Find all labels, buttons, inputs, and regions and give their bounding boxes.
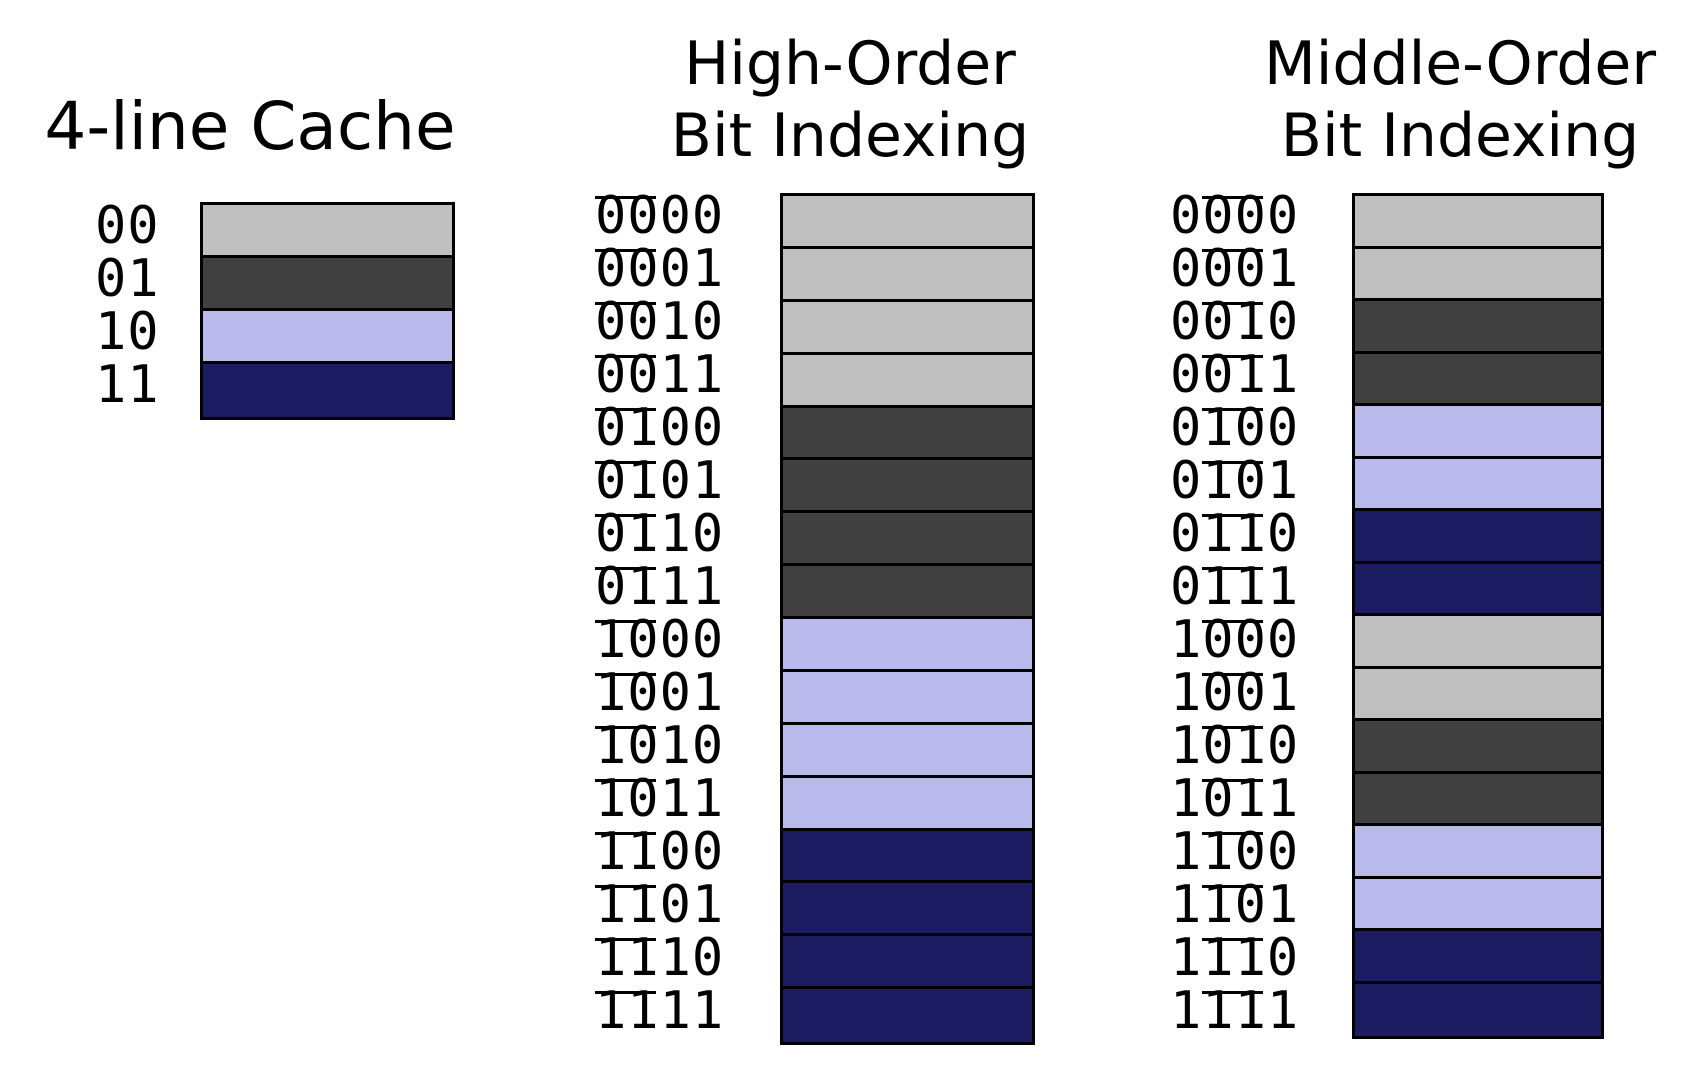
cache-line-labels: 00 01 10 11: [95, 200, 160, 412]
high-order-title-line1: High-Order: [684, 29, 1016, 99]
index-bit-marker: [1202, 726, 1263, 729]
memory-block-0001: [1355, 248, 1601, 301]
memory-block-1111: [1355, 983, 1601, 1036]
index-bit-marker: [1202, 461, 1263, 464]
memory-block-0110: [1355, 511, 1601, 564]
cache-line-00: [203, 205, 452, 258]
cache-line-stack: [200, 202, 455, 420]
memory-block-1101: [783, 883, 1032, 937]
memory-block-0110: [783, 513, 1032, 567]
index-bit-marker: [1202, 355, 1263, 358]
index-bit-marker: [1202, 832, 1263, 835]
index-bit-marker: [595, 620, 656, 623]
cache-line-label: 00: [95, 200, 160, 253]
index-bit-marker: [595, 461, 656, 464]
middle-order-title: Middle-Order Bit Indexing: [1230, 28, 1690, 172]
cache-line-11: [203, 364, 452, 417]
memory-block-0111: [783, 566, 1032, 619]
memory-block-1100: [1355, 826, 1601, 879]
cache-title: 4-line Cache: [44, 88, 456, 165]
high-order-title-line2: Bit Indexing: [670, 101, 1030, 171]
index-bit-marker: [595, 885, 656, 888]
index-bit-marker: [1202, 196, 1263, 199]
middle-order-address-labels: 0000 0001 0010 0011 0100 0101 0110 0111 1000 1001…: [1170, 190, 1299, 1038]
memory-block-0000: [1355, 196, 1601, 249]
index-bit-marker: [1202, 991, 1263, 994]
memory-block-1010: [783, 724, 1032, 778]
memory-block-0011: [1355, 353, 1601, 406]
memory-block-1000: [783, 619, 1032, 672]
memory-block-1111: [783, 989, 1032, 1042]
index-bit-marker: [595, 567, 656, 570]
index-bit-marker: [595, 673, 656, 676]
memory-block-0000: [783, 196, 1032, 249]
middle-order-memory-stack: [1352, 193, 1604, 1039]
middle-order-title-line2: Bit Indexing: [1280, 101, 1640, 171]
index-bit-marker: [1202, 408, 1263, 411]
memory-block-1101: [1355, 878, 1601, 931]
index-bit-marker: [595, 408, 656, 411]
cache-line-label: 01: [95, 253, 160, 306]
memory-block-0111: [1355, 563, 1601, 616]
memory-block-1000: [1355, 616, 1601, 669]
high-order-memory-stack: [780, 193, 1035, 1045]
high-order-title: High-Order Bit Indexing: [640, 28, 1060, 172]
memory-block-0101: [1355, 458, 1601, 511]
index-bit-marker: [1202, 620, 1263, 623]
memory-block-1001: [1355, 668, 1601, 721]
index-bit-marker: [1202, 885, 1263, 888]
memory-block-0100: [1355, 406, 1601, 459]
index-bit-marker: [1202, 514, 1263, 517]
memory-block-0100: [783, 407, 1032, 461]
memory-block-1011: [1355, 773, 1601, 826]
index-bit-marker: [595, 514, 656, 517]
index-bit-marker: [595, 726, 656, 729]
memory-block-1110: [1355, 931, 1601, 984]
middle-order-title-line1: Middle-Order: [1263, 29, 1657, 99]
memory-block-1110: [783, 936, 1032, 990]
index-bit-marker: [1202, 673, 1263, 676]
memory-block-0010: [783, 301, 1032, 355]
index-bit-marker: [1202, 249, 1263, 252]
index-bit-marker: [595, 991, 656, 994]
cache-line-10: [203, 311, 452, 364]
index-bit-marker: [595, 832, 656, 835]
index-bit-marker: [1202, 302, 1263, 305]
index-bit-marker: [595, 249, 656, 252]
cache-line-01: [203, 258, 452, 311]
cache-line-label: 10: [95, 306, 160, 359]
memory-block-0011: [783, 354, 1032, 408]
memory-block-1011: [783, 777, 1032, 831]
memory-block-1100: [783, 830, 1032, 884]
index-bit-marker: [595, 779, 656, 782]
index-bit-marker: [595, 355, 656, 358]
index-bit-marker: [1202, 567, 1263, 570]
index-bit-marker: [1202, 779, 1263, 782]
memory-block-1001: [783, 671, 1032, 725]
index-bit-marker: [595, 302, 656, 305]
high-order-address-labels: 0000 0001 0010 0011 0100 0101 0110 0111 1000 1001…: [595, 190, 724, 1038]
memory-block-1010: [1355, 721, 1601, 774]
memory-block-0010: [1355, 301, 1601, 354]
index-bit-marker: [595, 196, 656, 199]
memory-block-0001: [783, 248, 1032, 302]
memory-block-0101: [783, 460, 1032, 514]
cache-line-label: 11: [95, 359, 160, 412]
index-bit-marker: [595, 938, 656, 941]
index-bit-marker: [1202, 938, 1263, 941]
